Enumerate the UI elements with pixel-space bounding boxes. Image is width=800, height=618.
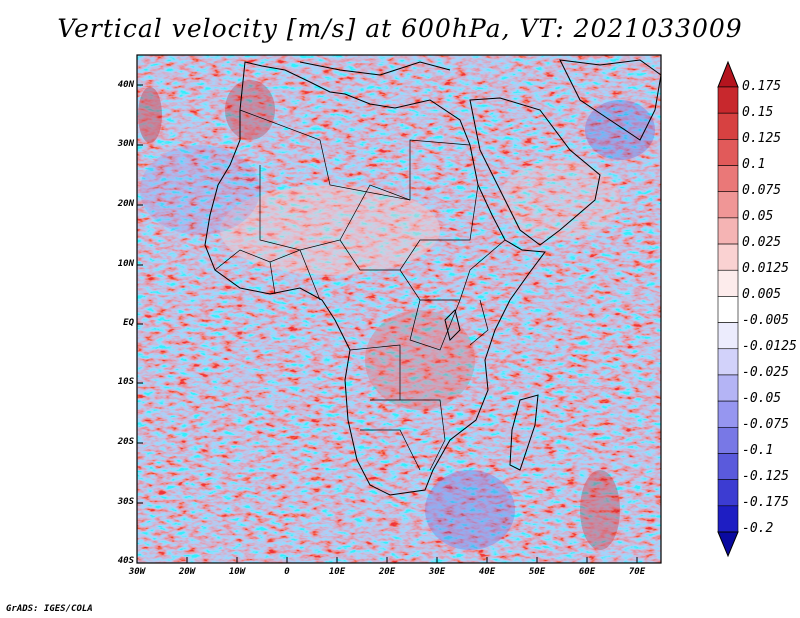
colorbar-label: -0.025 <box>742 365 789 380</box>
colorbar-label: -0.0125 <box>742 339 797 354</box>
colorbar-label: 0.175 <box>742 79 782 94</box>
x-tick-label: 40E <box>478 567 496 577</box>
colorbar-box <box>717 86 739 114</box>
x-tick-label: 70E <box>628 567 646 577</box>
x-tick-label: 30W <box>128 567 146 577</box>
grads-credit: GrADS: IGES/COLA <box>6 604 93 614</box>
colorbar-label: -0.05 <box>742 391 782 406</box>
colorbar-label: 0.1 <box>742 157 766 172</box>
colorbar-boxes <box>717 86 739 533</box>
colorbar-bottom-arrow <box>717 531 739 558</box>
x-tick-label: 20E <box>378 567 396 577</box>
map-frame <box>136 54 662 564</box>
colorbar-box <box>717 139 739 166</box>
x-tick-label: 60E <box>578 567 596 577</box>
x-tick-label: 0 <box>284 567 290 577</box>
colorbar-box <box>717 479 739 507</box>
colorbar-box <box>717 348 739 376</box>
y-tick-label: EQ <box>123 318 134 328</box>
x-tick-label: 50E <box>528 567 546 577</box>
coastlines <box>204 59 661 496</box>
colorbar-box <box>717 400 739 428</box>
colorbar-box <box>717 191 739 219</box>
colorbar-label: 0.15 <box>742 105 774 120</box>
velocity-field <box>137 55 661 563</box>
colorbar-box <box>717 296 739 323</box>
colorbar-box <box>717 217 739 245</box>
colorbar-label: -0.005 <box>742 313 789 328</box>
colorbar-label: 0.05 <box>742 209 774 224</box>
colorbar-top-arrow <box>717 60 739 88</box>
colorbar-label: 0.005 <box>742 287 782 302</box>
y-tick-label: 30N <box>117 139 134 149</box>
colorbar-label: 0.025 <box>742 235 782 250</box>
colorbar-label: -0.125 <box>742 469 789 484</box>
x-tick-label: 20W <box>178 567 196 577</box>
colorbar-box <box>717 269 739 297</box>
colorbar-box <box>717 426 739 454</box>
colorbar-box <box>717 165 739 193</box>
colorbar-box <box>717 505 739 533</box>
country-borders <box>214 109 506 471</box>
y-tick-label: 10S <box>117 377 134 387</box>
x-tick-label: 30E <box>428 567 446 577</box>
colorbar-box <box>717 453 739 480</box>
colorbar-label: -0.2 <box>742 521 774 536</box>
x-tick-label: 10E <box>328 567 346 577</box>
colorbar-label: 0.0125 <box>742 261 789 276</box>
colorbar-box <box>717 243 739 271</box>
colorbar-box <box>717 374 739 402</box>
y-tick-label: 40N <box>117 80 134 90</box>
colorbar <box>717 60 739 558</box>
colorbar-label: 0.075 <box>742 183 782 198</box>
colorbar-box <box>717 112 739 140</box>
x-tick-label: 10W <box>228 567 246 577</box>
colorbar-label: -0.075 <box>742 417 789 432</box>
y-tick-label: 10N <box>117 259 134 269</box>
y-tick-label: 30S <box>117 497 134 507</box>
y-tick-label: 20N <box>117 199 134 209</box>
y-tick-label: 20S <box>117 437 134 447</box>
colorbar-label: 0.125 <box>742 131 782 146</box>
axis-ticks <box>137 84 638 563</box>
colorbar-label: -0.175 <box>742 495 789 510</box>
y-tick-label: 40S <box>117 556 134 566</box>
chart-title: Vertical velocity [m/s] at 600hPa, VT: 2… <box>57 14 743 43</box>
colorbar-label: -0.1 <box>742 443 774 458</box>
colorbar-box <box>717 322 739 350</box>
